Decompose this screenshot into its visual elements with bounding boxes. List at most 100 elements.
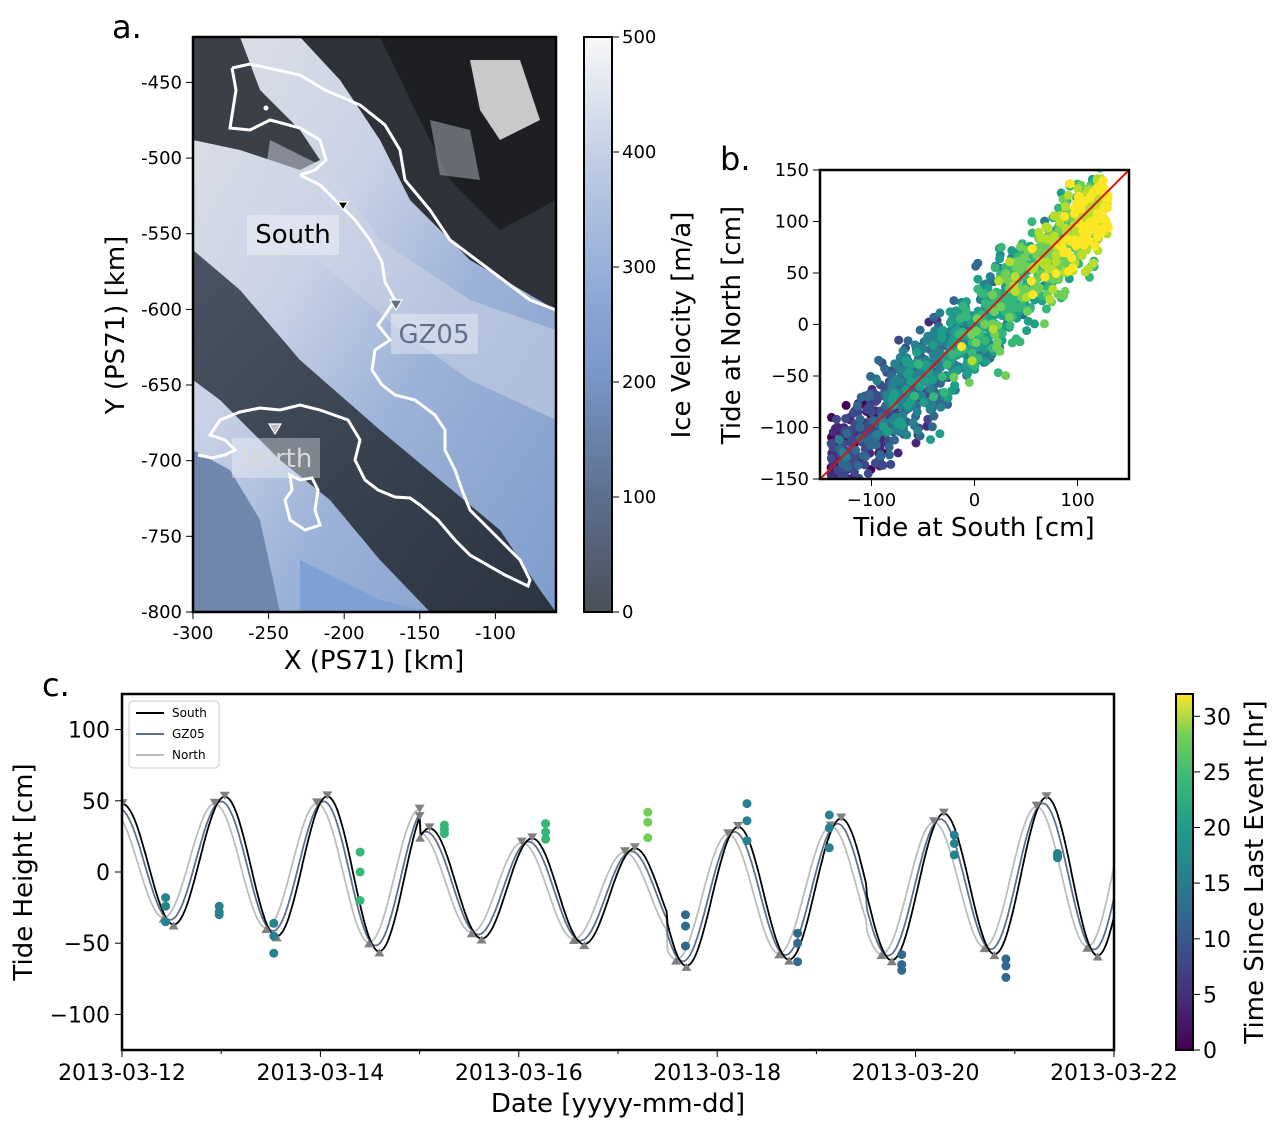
tide-event-point xyxy=(541,819,551,829)
map-y-tick-label: -500 xyxy=(141,148,182,169)
tide-event-point xyxy=(824,843,834,853)
tide-low-marker xyxy=(784,956,795,965)
scatter-point xyxy=(906,377,916,387)
tide-low-marker xyxy=(568,935,579,944)
map-x-axis-label: X (PS71) [km] xyxy=(284,646,465,676)
scatter-point xyxy=(958,301,968,311)
north-station-marker xyxy=(267,423,283,436)
scatter-point xyxy=(879,422,888,432)
tide-event-point xyxy=(742,816,752,826)
scatter-point xyxy=(872,429,882,439)
scatter-point xyxy=(853,400,862,410)
tide-low-marker xyxy=(374,948,385,957)
tide-x-ticks: 2013-03-12 2013-03-14 2013-03-16 2013-03… xyxy=(58,1050,1178,1086)
tide-high-marker xyxy=(516,837,527,846)
tide-high-marker xyxy=(938,808,949,817)
tide-event-point xyxy=(269,948,279,958)
scatter-point xyxy=(937,372,947,382)
tide-high-marker xyxy=(209,798,220,807)
scatter-point xyxy=(891,374,901,384)
gz05-label-box xyxy=(391,314,478,354)
tide-event-point xyxy=(541,827,551,837)
scatter-point xyxy=(1089,258,1099,268)
scatter-point xyxy=(967,329,976,339)
scatter-point xyxy=(939,387,949,397)
scatter-point xyxy=(878,460,888,470)
velocity-colorbar-label: Ice Velocity [m/a] xyxy=(667,212,697,439)
scatter-point xyxy=(856,392,866,402)
scatter-point xyxy=(874,355,884,365)
scatter-point xyxy=(896,366,906,376)
tide-y-tick-label: 50 xyxy=(82,790,110,815)
tide-low-marker xyxy=(876,951,887,960)
scatter-point xyxy=(964,378,974,387)
scatter-point xyxy=(1075,219,1085,229)
scatter-point xyxy=(1027,228,1037,238)
panel-a: a. South GZ05 North xyxy=(101,8,697,676)
scatter-point xyxy=(884,442,894,452)
scatter-point xyxy=(875,450,885,460)
scatter-point xyxy=(919,397,929,407)
scatter-point xyxy=(1035,257,1045,266)
tide-legend: South GZ05 North xyxy=(128,700,220,769)
velocity-colorbar-tick: 300 xyxy=(622,257,656,278)
scatter-point xyxy=(971,338,981,347)
time-colorbar-tick: 10 xyxy=(1203,928,1231,953)
scatter-point xyxy=(853,460,863,470)
tide-high-marker xyxy=(733,821,744,830)
scatter-point xyxy=(833,465,843,475)
tide-high-marker xyxy=(414,812,425,821)
time-colorbar-tick: 5 xyxy=(1203,983,1217,1008)
scatter-point xyxy=(826,453,836,463)
tide-high-marker xyxy=(836,813,847,822)
time-colorbar-tick: 30 xyxy=(1203,705,1231,730)
scatter-point xyxy=(1028,264,1038,274)
tide-event-point xyxy=(643,807,653,817)
scatter-point xyxy=(949,372,959,382)
scatter-point xyxy=(1005,257,1015,267)
tide-low-marker xyxy=(168,921,179,930)
map-x-tick-label: -250 xyxy=(248,623,289,644)
tide-event-point xyxy=(1001,954,1011,964)
scatter-point xyxy=(935,429,945,439)
scatter-point xyxy=(1048,284,1058,294)
scatter-point xyxy=(1055,218,1065,228)
tide-x-tick-label: 2013-03-16 xyxy=(455,1061,583,1086)
south-station-label: South xyxy=(255,220,331,250)
tide-x-tick-label: 2013-03-14 xyxy=(256,1061,384,1086)
panel-b: b. −100 0 100 −150 −100 −50 0 50 100 xyxy=(717,140,1131,543)
scatter-x-axis-label: Tide at South [cm] xyxy=(852,513,1094,543)
velocity-colorbar-tick: 100 xyxy=(622,487,656,508)
scatter-point xyxy=(1040,272,1050,282)
scatter-point xyxy=(848,408,858,418)
scatter-point xyxy=(1061,202,1070,212)
tide-event-point xyxy=(269,931,279,941)
tide-low-marker xyxy=(1082,943,1093,952)
tide-high-marker xyxy=(322,791,333,800)
scatter-point xyxy=(880,364,890,373)
scatter-point xyxy=(993,368,1003,378)
scatter-point xyxy=(1049,231,1059,241)
scatter-point xyxy=(915,325,925,335)
panel-a-label: a. xyxy=(112,8,142,46)
tide-y-ticks: −100 −50 0 50 100 xyxy=(50,719,122,1028)
tide-event-point xyxy=(541,834,551,844)
scatter-point xyxy=(851,445,861,455)
scatter-point xyxy=(1022,326,1032,336)
grounding-line xyxy=(197,62,556,589)
scatter-point xyxy=(954,329,964,339)
scatter-point xyxy=(1016,242,1025,252)
scatter-x-tick-label: 0 xyxy=(969,490,980,511)
scatter-point xyxy=(832,414,841,424)
scatter-point xyxy=(1065,179,1075,189)
tide-event-point xyxy=(681,941,690,951)
scatter-point xyxy=(1042,234,1052,244)
time-colorbar-tick: 20 xyxy=(1203,817,1231,842)
scatter-point xyxy=(997,329,1007,338)
scatter-point xyxy=(1030,319,1039,329)
map-y-ticks: -450 -500 -550 -600 -650 -700 -750 -800 xyxy=(141,72,193,623)
scatter-point xyxy=(924,367,934,377)
scatter-point xyxy=(943,400,953,409)
scatter-point xyxy=(928,375,938,385)
scatter-point xyxy=(1097,227,1107,237)
